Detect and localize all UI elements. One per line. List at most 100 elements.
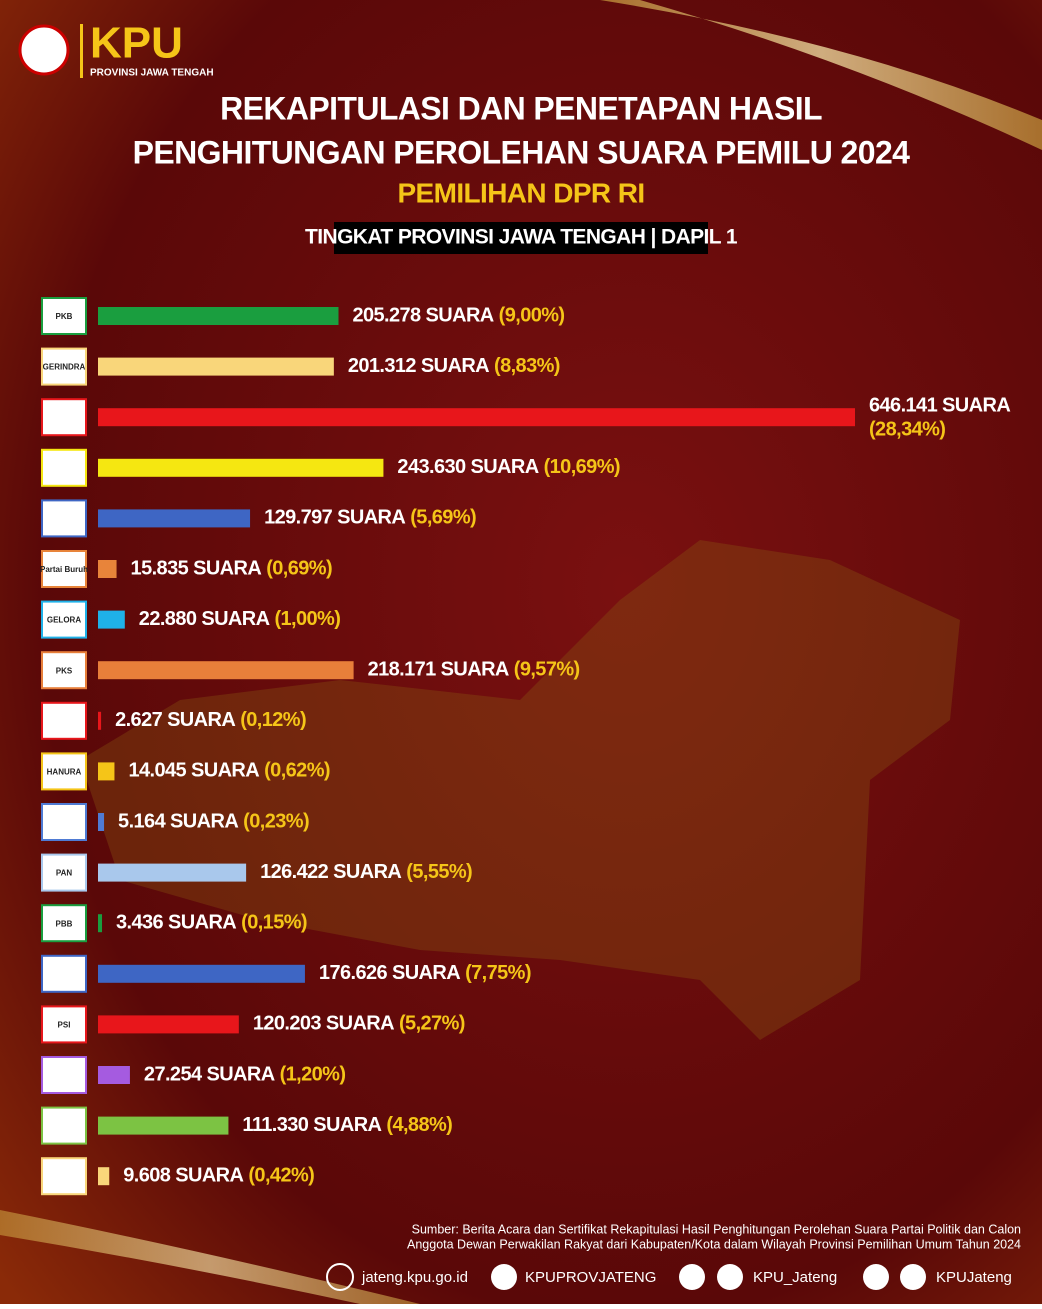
party-logo [41, 1106, 87, 1145]
footer-instagram-tiktok[interactable]: KPUJateng [936, 1269, 1012, 1286]
bar [98, 610, 125, 629]
share-label: (1,00%) [274, 608, 340, 630]
share-label: (0,15%) [241, 911, 307, 933]
value-label: 14.045 SUARA [128, 760, 259, 782]
value-label: 5.164 SUARA [118, 810, 238, 832]
value-label: 201.312 SUARA [348, 355, 489, 377]
title-line: REKAPITULASI DAN PENETAPAN HASIL [220, 90, 822, 126]
brand-region: PROVINSI JAWA TENGAH [90, 68, 214, 79]
bar [98, 458, 384, 477]
footer-facebook[interactable]: KPUPROVJATENG [525, 1269, 656, 1286]
footer-x-youtube[interactable]: KPU_Jateng [753, 1269, 837, 1286]
instagram-icon [863, 1264, 889, 1290]
bar [98, 357, 334, 376]
bar [98, 762, 115, 781]
footer-website[interactable]: jateng.kpu.go.id [361, 1269, 468, 1286]
party-logo [41, 398, 87, 437]
map-shape [80, 540, 960, 1040]
share-label: (4,88%) [386, 1114, 452, 1136]
party-logo [41, 701, 87, 740]
share-label: (7,75%) [465, 962, 531, 984]
value-label: 243.630 SUARA [397, 456, 538, 478]
bar [98, 1167, 110, 1186]
party-name: PKS [56, 666, 73, 675]
party-name: HANURA [47, 768, 82, 777]
value-label: 22.880 SUARA [139, 608, 270, 630]
share-label: (9,00%) [499, 304, 565, 326]
value-label: 129.797 SUARA [264, 507, 405, 529]
scope-box [334, 222, 708, 254]
bar [98, 408, 855, 427]
facebook-icon [491, 1264, 517, 1290]
web-icon [326, 1263, 354, 1291]
bar [98, 307, 339, 325]
value-label: 9.608 SUARA [123, 1164, 243, 1186]
share-label: (5,55%) [406, 861, 472, 883]
party-logo [41, 853, 87, 892]
value-label: 176.626 SUARA [319, 962, 460, 984]
party-name: PBB [56, 919, 73, 928]
value-label: 111.330 SUARA [242, 1114, 381, 1136]
party-name: PAN [56, 869, 73, 878]
share-label: (0,62%) [264, 760, 330, 782]
party-name: PKB [56, 312, 73, 321]
party-logo [41, 651, 87, 690]
bar [98, 560, 117, 578]
party-logo [41, 1157, 87, 1196]
brand: KPU [90, 19, 183, 68]
party-logo [41, 904, 87, 943]
party-logo [41, 752, 87, 791]
party-logo [41, 954, 87, 993]
decor-swoosh [0, 1210, 420, 1304]
bar [98, 813, 105, 831]
bar [98, 509, 251, 528]
value-label: 218.171 SUARA [368, 658, 509, 680]
value-label: 120.203 SUARA [253, 1013, 394, 1035]
party-logo [41, 803, 87, 841]
bar [98, 711, 102, 730]
party-name: Partai Buruh [40, 565, 88, 574]
share-label: (0,69%) [266, 557, 332, 579]
value-label: 3.436 SUARA [116, 911, 236, 933]
party-logo [41, 1056, 87, 1094]
share-label: (0,42%) [248, 1164, 314, 1186]
youtube-icon [717, 1264, 743, 1290]
share-label: (0,23%) [243, 810, 309, 832]
share-label: (1,20%) [280, 1063, 346, 1085]
source-line: Anggota Dewan Perwakilan Rakyat dari Kab… [407, 1237, 1021, 1251]
value-label: 15.835 SUARA [131, 557, 262, 579]
share-label: (8,83%) [494, 355, 560, 377]
title-line: PENGHITUNGAN PEROLEHAN SUARA PEMILU 2024 [133, 134, 911, 170]
party-name: GERINDRA [43, 363, 86, 372]
x-icon [679, 1264, 705, 1290]
tiktok-icon [900, 1264, 926, 1290]
party-logo [41, 297, 87, 335]
party-logo [41, 600, 87, 639]
party-name: PSI [58, 1021, 71, 1030]
value-label: 126.422 SUARA [260, 861, 401, 883]
bar [98, 964, 305, 983]
party-logo [41, 1005, 87, 1044]
party-logo [41, 550, 87, 588]
bar [98, 1116, 229, 1135]
value-label: 27.254 SUARA [144, 1063, 275, 1085]
share-label: (10,69%) [544, 456, 620, 478]
bar [98, 914, 103, 933]
bar [98, 661, 354, 680]
divider [80, 24, 83, 78]
bar [98, 1015, 239, 1034]
share-label: (0,12%) [240, 709, 306, 731]
value-label: 2.627 SUARA [115, 709, 235, 731]
party-name: GELORA [47, 616, 81, 625]
source-line: Sumber: Berita Acara dan Sertifikat Reka… [412, 1222, 1021, 1236]
party-logo [41, 448, 87, 487]
value-label: 646.141 SUARA [869, 394, 1010, 416]
value-label: 205.278 SUARA [352, 304, 493, 326]
subtitle: PEMILIHAN DPR RI [397, 177, 644, 208]
kpu-emblem [18, 24, 70, 76]
scope: TINGKAT PROVINSI JAWA TENGAH | DAPIL 1 [305, 226, 738, 249]
share-label: (5,27%) [399, 1013, 465, 1035]
bar [98, 863, 247, 882]
